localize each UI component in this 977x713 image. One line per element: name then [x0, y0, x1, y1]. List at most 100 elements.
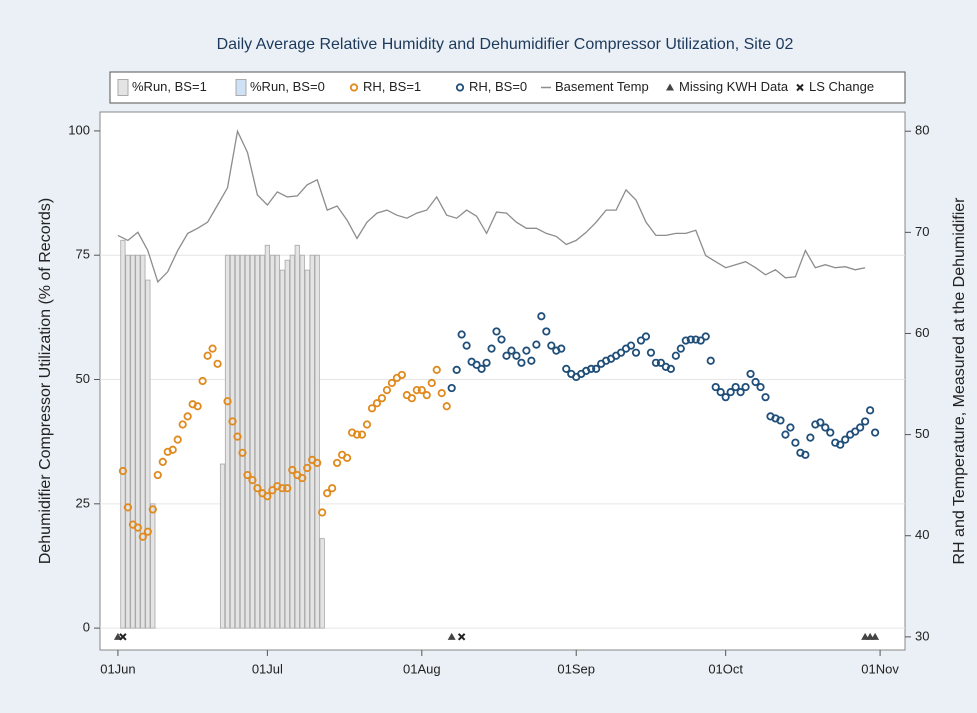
point [452, 365, 461, 374]
point [417, 386, 426, 395]
point [522, 346, 531, 355]
point [542, 327, 551, 336]
point [736, 388, 745, 397]
point [148, 505, 157, 514]
point [841, 435, 850, 444]
point [153, 470, 162, 480]
bar [224, 254, 231, 629]
point [143, 527, 152, 536]
y-tick-label: 0 [83, 620, 90, 635]
point [357, 430, 367, 439]
legend-swatch [455, 83, 465, 92]
bar [319, 538, 325, 629]
point [447, 383, 456, 393]
bar [274, 254, 280, 629]
point [462, 341, 471, 350]
point [228, 417, 237, 426]
bar [269, 254, 275, 629]
point [696, 336, 705, 345]
line [117, 129, 866, 284]
point [213, 359, 222, 368]
point [656, 358, 666, 367]
y2-tick-label: 60 [915, 325, 929, 340]
point [492, 327, 501, 336]
point [118, 466, 128, 476]
point [472, 360, 481, 369]
point [407, 394, 416, 403]
point [557, 344, 566, 353]
point [751, 377, 760, 387]
point [432, 365, 441, 374]
bar [130, 254, 136, 629]
point [113, 632, 122, 640]
point [173, 435, 182, 444]
point [283, 484, 292, 493]
point [278, 484, 287, 493]
point [592, 364, 601, 373]
point [442, 402, 451, 411]
bar [135, 254, 141, 629]
point [253, 484, 262, 493]
point [387, 378, 397, 388]
bar [219, 463, 226, 629]
y-tick-label: 25 [76, 495, 90, 510]
point [193, 402, 202, 411]
point [223, 397, 232, 406]
point [362, 420, 372, 429]
point [636, 336, 646, 345]
point [806, 433, 815, 442]
point [721, 393, 730, 402]
point [641, 332, 651, 341]
bar [309, 254, 315, 629]
bar [234, 254, 241, 629]
point [671, 351, 680, 360]
point [651, 358, 661, 367]
point [352, 430, 362, 439]
point [646, 348, 656, 357]
point [263, 492, 272, 501]
point [447, 632, 456, 640]
bar [289, 254, 295, 629]
bar [150, 503, 156, 629]
y2-axis-label: RH and Temperature, Measured at the Dehu… [951, 197, 968, 565]
point [512, 351, 521, 360]
legend-label: Basement Temp [555, 79, 649, 94]
chart-title: Daily Average Relative Humidity and Dehu… [217, 36, 794, 53]
point [482, 358, 491, 367]
point [866, 406, 875, 415]
point [427, 378, 436, 388]
point [826, 428, 835, 437]
point [781, 430, 790, 439]
point [422, 391, 431, 400]
bar [259, 254, 265, 629]
point [208, 344, 217, 353]
point [119, 633, 127, 641]
y2-tick-label: 80 [915, 123, 929, 138]
bar [244, 254, 251, 629]
point [123, 503, 132, 512]
legend-label: LS Change [809, 79, 874, 94]
point [537, 312, 546, 321]
x-tick-label: 01Jun [100, 661, 135, 676]
point [821, 423, 830, 432]
bar [284, 259, 290, 629]
point [203, 351, 212, 360]
point [517, 358, 526, 367]
point [183, 412, 192, 421]
point [786, 423, 795, 432]
point [681, 336, 690, 345]
point [382, 386, 392, 395]
point [871, 632, 880, 640]
point [676, 344, 685, 353]
point [562, 364, 571, 373]
x-tick-label: 01Oct [708, 661, 743, 676]
point [168, 445, 177, 454]
point [776, 416, 785, 425]
point [303, 463, 312, 473]
bar [279, 269, 285, 629]
point [198, 376, 207, 386]
point [333, 458, 342, 468]
y2-tick-label: 70 [915, 224, 929, 239]
point [731, 382, 740, 392]
legend-label: %Run, BS=1 [132, 79, 207, 94]
